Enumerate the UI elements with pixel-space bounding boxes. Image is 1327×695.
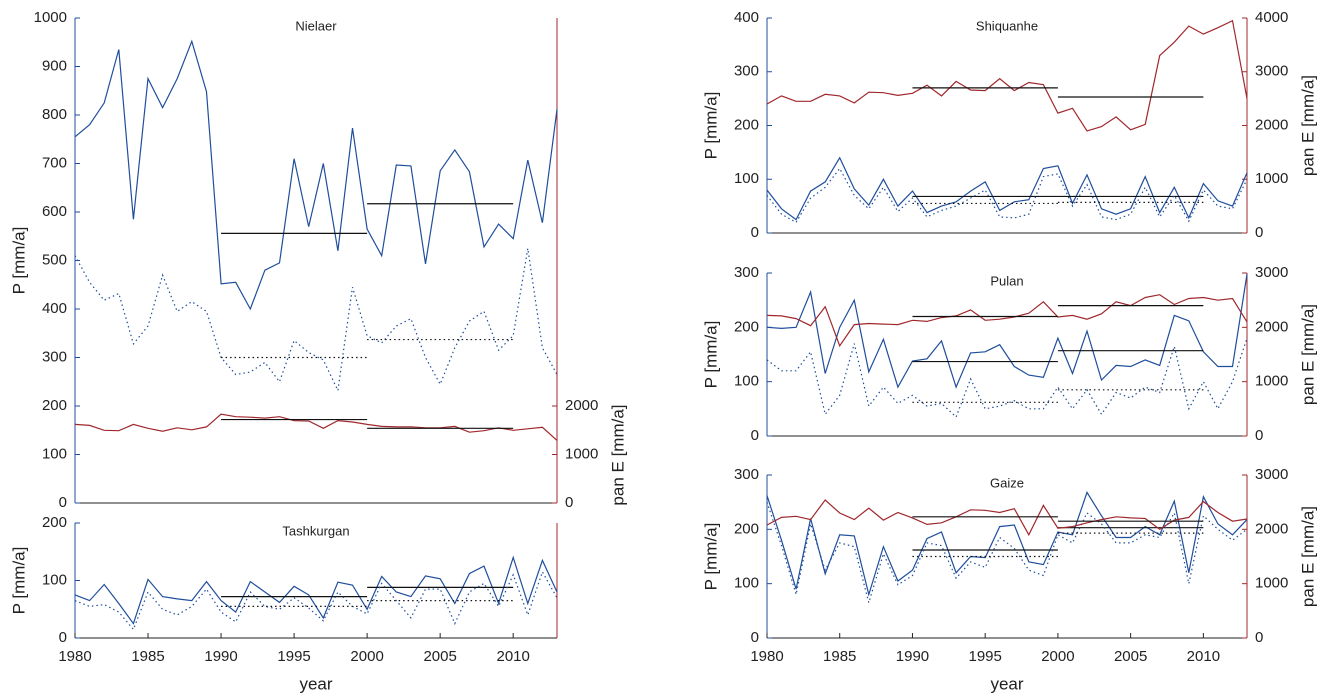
y-axis-label: P [mm/a] (9, 547, 28, 615)
y-tick-label: 400 (734, 9, 759, 26)
x-tick-label: 1985 (131, 648, 164, 665)
x-axis-label: year (990, 674, 1023, 693)
y-tick-label: 100 (734, 170, 759, 187)
y-tick-label: 300 (42, 348, 67, 365)
series-line (74, 248, 558, 393)
y-tick-label: 100 (734, 373, 759, 390)
y2-tick-label: 2000 (565, 397, 598, 414)
y2-tick-label: 0 (1255, 427, 1263, 444)
x-tick-label: 1995 (277, 648, 310, 665)
y2-axis-label: pan E [mm/a] (1298, 304, 1317, 405)
y2-tick-label: 3000 (1255, 466, 1288, 483)
series-line (74, 570, 558, 631)
y2-tick-label: 1000 (1255, 373, 1288, 390)
y-tick-label: 600 (42, 203, 67, 220)
y-axis-label: P [mm/a] (701, 92, 720, 160)
y-tick-label: 300 (734, 63, 759, 80)
y-tick-label: 100 (42, 571, 67, 588)
y-tick-label: 300 (734, 264, 759, 281)
series-line (766, 19, 1248, 132)
x-tick-label: 1990 (896, 648, 929, 665)
y-tick-label: 200 (42, 397, 67, 414)
y2-axis-label: pan E [mm/a] (1298, 75, 1317, 176)
y2-tick-label: 2000 (1255, 318, 1288, 335)
y-tick-label: 700 (42, 154, 67, 171)
panel-title: Shiquanhe (976, 18, 1038, 33)
panel-title: Tashkurgan (282, 523, 349, 538)
x-tick-label: 1990 (204, 648, 237, 665)
y2-tick-label: 4000 (1255, 9, 1288, 26)
y-tick-label: 900 (42, 57, 67, 74)
series-line (766, 491, 1248, 597)
y2-tick-label: 2000 (1255, 520, 1288, 537)
series-line (74, 413, 558, 441)
y2-tick-label: 1000 (1255, 575, 1288, 592)
panel-title: Nielaer (295, 18, 337, 33)
series-line (766, 274, 1248, 389)
panel-title: Pulan (990, 273, 1023, 288)
x-tick-label: 2000 (350, 648, 383, 665)
y-tick-label: 200 (734, 116, 759, 133)
x-tick-label: 1980 (750, 648, 783, 665)
panel-title: Gaize (990, 475, 1024, 490)
y2-tick-label: 3000 (1255, 63, 1288, 80)
y-tick-label: 0 (751, 629, 759, 646)
series-line (766, 499, 1248, 537)
x-tick-label: 2010 (496, 648, 529, 665)
series-line (74, 39, 558, 311)
series-line (766, 502, 1248, 605)
y2-tick-label: 0 (565, 494, 573, 511)
x-tick-label: 1995 (968, 648, 1001, 665)
x-axis-label: year (299, 674, 332, 693)
y-tick-label: 800 (42, 106, 67, 123)
x-tick-label: 1980 (58, 648, 91, 665)
x-tick-label: 2010 (1187, 648, 1220, 665)
y-tick-label: 0 (751, 427, 759, 444)
y-axis-label: P [mm/a] (701, 321, 720, 389)
x-tick-label: 1985 (823, 648, 856, 665)
series-line (766, 156, 1248, 221)
series-line (766, 338, 1248, 419)
y-tick-label: 200 (734, 520, 759, 537)
y-tick-label: 0 (59, 494, 67, 511)
y-tick-label: 100 (42, 445, 67, 462)
y-tick-label: 100 (734, 575, 759, 592)
y2-axis-label: pan E [mm/a] (1298, 506, 1317, 607)
y2-tick-label: 2000 (1255, 116, 1288, 133)
y-tick-label: 300 (734, 466, 759, 483)
y2-tick-label: 1000 (1255, 170, 1288, 187)
x-tick-label: 2000 (1041, 648, 1074, 665)
y-tick-label: 200 (42, 514, 67, 531)
x-tick-label: 2005 (1114, 648, 1147, 665)
series-line (766, 294, 1248, 348)
y-tick-label: 200 (734, 318, 759, 335)
y2-axis-label: pan E [mm/a] (608, 404, 627, 505)
y-axis-label: P [mm/a] (701, 523, 720, 591)
y-tick-label: 500 (42, 251, 67, 268)
y2-tick-label: 1000 (565, 445, 598, 462)
y-tick-label: 1000 (34, 9, 67, 26)
y-tick-label: 0 (59, 629, 67, 646)
x-tick-label: 2005 (423, 648, 456, 665)
y-tick-label: 0 (751, 224, 759, 241)
y-axis-label: P [mm/a] (9, 227, 28, 295)
y-tick-label: 400 (42, 300, 67, 317)
y2-tick-label: 3000 (1255, 264, 1288, 281)
y2-tick-label: 0 (1255, 224, 1263, 241)
series-line (766, 167, 1248, 224)
y2-tick-label: 0 (1255, 629, 1263, 646)
